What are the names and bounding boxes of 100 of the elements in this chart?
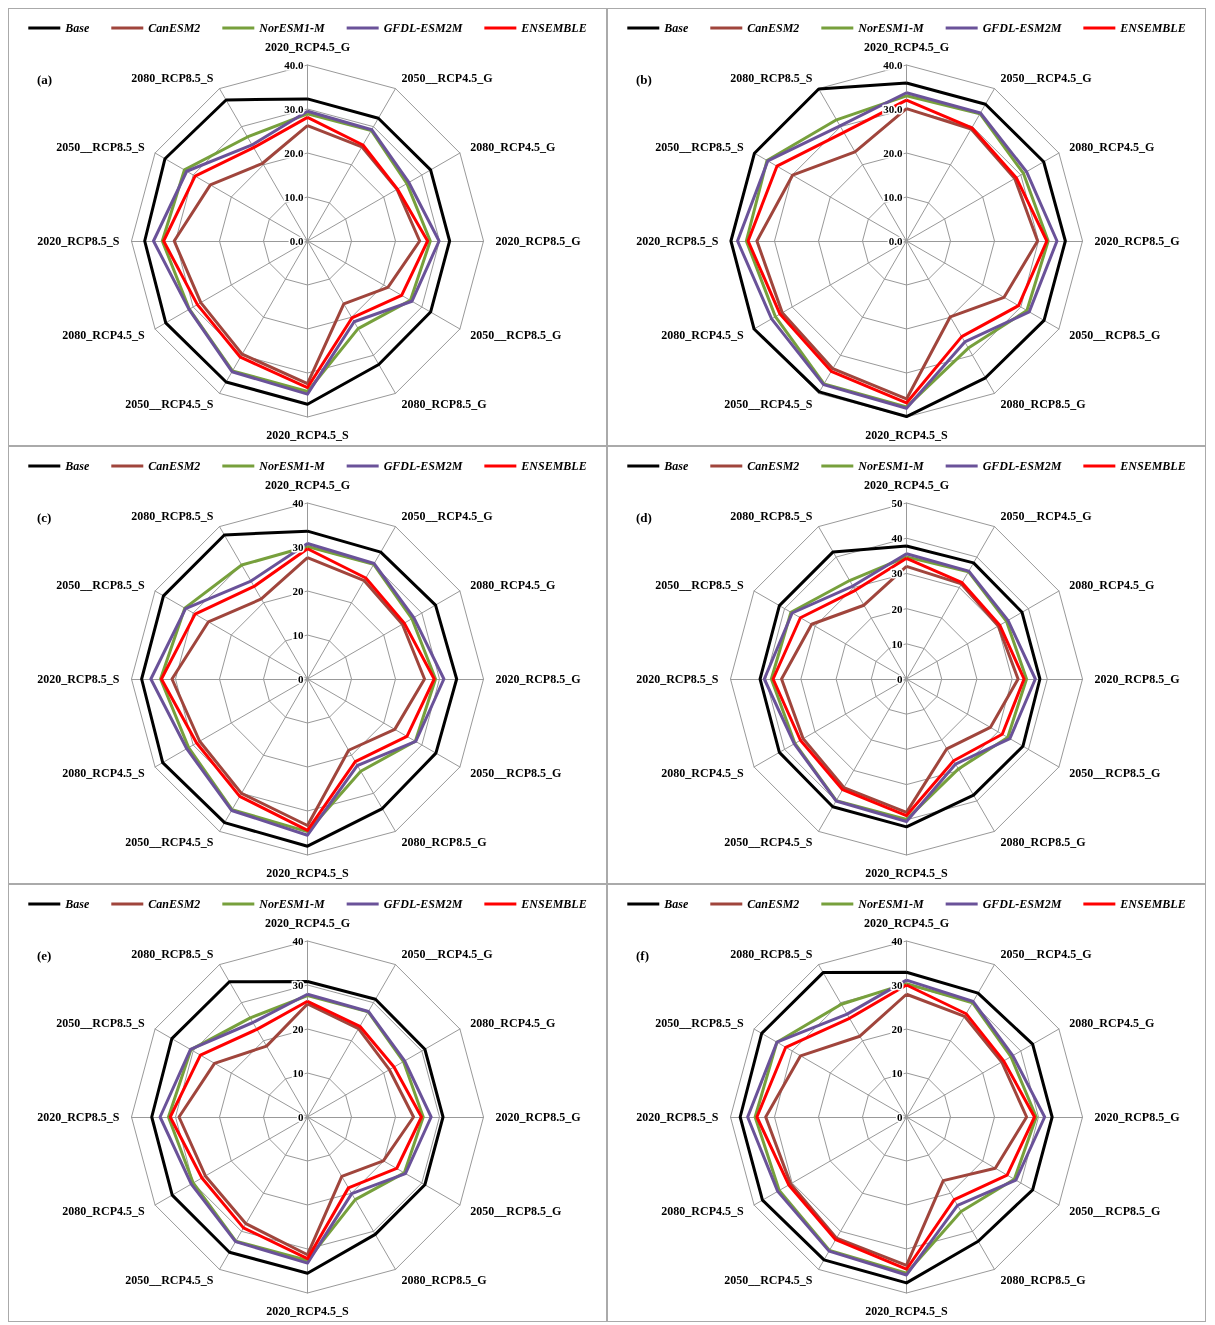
y-tick-label: 20: [891, 1023, 903, 1035]
spoke-label: 2080_RCP4.5_S: [62, 766, 146, 780]
spoke-label: 2050__RCP8.5_S: [655, 140, 745, 154]
spoke-label: 2020_RCP4.5_S: [266, 866, 349, 880]
text: (c): [37, 510, 52, 525]
y-tick-label: 10: [292, 629, 304, 641]
spoke-label: 2080_RCP8.5_S: [131, 509, 214, 524]
spoke-label: 2080_RCP8.5_G: [1000, 834, 1086, 849]
legend-label: ENSEMBLE: [520, 21, 587, 35]
y-tick-label: 40: [891, 532, 903, 545]
spoke-label: 2080_RCP4.5_S: [661, 328, 745, 342]
spoke-label: 2080_RCP8.5_G: [401, 834, 487, 849]
spoke-label: 2050__RCP4.5_G: [1000, 71, 1092, 86]
spoke-label: 2050__RCP4.5_S: [724, 1272, 813, 1287]
legend-label: GFDL-ESM2M: [982, 21, 1062, 35]
spoke-label: 2020_RCP4.5_G: [864, 40, 949, 54]
spoke-label: 2050__RCP8.5_G: [1069, 766, 1161, 780]
legend-label: GFDL-ESM2M: [982, 459, 1062, 473]
y-tick-label: 0: [897, 1111, 903, 1123]
spoke-label: 2080_RCP4.5_G: [1069, 578, 1155, 592]
legend-label: Base: [663, 21, 689, 35]
spoke-label: 2020_RCP8.5_S: [636, 234, 719, 248]
spoke-label: 2080_RCP4.5_G: [1069, 140, 1155, 154]
legend-label: NorESM1-M: [857, 459, 924, 473]
legend-label: GFDL-ESM2M: [383, 459, 463, 473]
spoke-label: 2020_RCP4.5_G: [265, 916, 350, 930]
legend-label: GFDL-ESM2M: [383, 21, 463, 35]
y-tick-label: 0.0: [289, 235, 304, 247]
y-tick-label: 10: [891, 1067, 903, 1079]
spoke-label: 2020_RCP8.5_G: [495, 234, 581, 248]
spoke-label: 2050__RCP4.5_S: [125, 1272, 214, 1287]
spoke-label: 2050__RCP4.5_G: [1000, 947, 1092, 962]
spoke-label: 2050__RCP8.5_G: [1069, 328, 1161, 342]
spoke-label: 2020_RCP4.5_G: [265, 478, 350, 492]
legend-label: NorESM1-M: [258, 21, 325, 35]
legend-label: Base: [663, 897, 689, 911]
spoke-label: 2050__RCP4.5_S: [724, 834, 813, 849]
legend-label: NorESM1-M: [857, 897, 924, 911]
y-tick-label: 20: [292, 585, 304, 597]
spoke-label: 2020_RCP8.5_G: [1094, 1110, 1180, 1124]
spoke-label: 2020_RCP8.5_G: [495, 672, 581, 686]
spoke-label: 2080_RCP8.5_G: [401, 396, 487, 411]
y-tick-label: 40.0: [284, 59, 304, 71]
y-tick-label: 30.0: [284, 103, 304, 115]
spoke-label: 2020_RCP8.5_S: [37, 234, 120, 248]
spoke-label: 2080_RCP4.5_S: [62, 1204, 146, 1218]
y-tick-label: 40: [891, 935, 903, 947]
legend-label: CanESM2: [148, 21, 201, 35]
legend-label: Base: [64, 21, 90, 35]
spoke-label: 2020_RCP8.5_G: [495, 1110, 581, 1124]
y-tick-label: 40: [292, 497, 304, 509]
spoke-label: 2020_RCP8.5_S: [636, 1110, 719, 1124]
spoke-label: 2020_RCP4.5_S: [266, 428, 349, 442]
y-tick-label: 0.0: [888, 235, 903, 247]
spoke-label: 2050__RCP4.5_S: [125, 834, 214, 849]
y-tick-label: 20: [292, 1023, 304, 1035]
y-tick-label: 10: [891, 637, 903, 650]
spoke-label: 2080_RCP4.5_G: [470, 140, 556, 154]
legend-label: GFDL-ESM2M: [383, 897, 463, 911]
y-tick-label: 50: [891, 497, 903, 509]
legend-label: ENSEMBLE: [520, 897, 587, 911]
legend-label: CanESM2: [148, 897, 201, 911]
legend-label: ENSEMBLE: [520, 459, 587, 473]
spoke-label: 2050__RCP8.5_G: [470, 328, 562, 342]
spoke-label: 2020_RCP4.5_G: [864, 916, 949, 930]
spoke-label: 2020_RCP4.5_S: [266, 1304, 349, 1318]
spoke-label: 2020_RCP4.5_S: [865, 428, 948, 442]
spoke-label: 2080_RCP4.5_S: [661, 766, 745, 780]
spoke-label: 2020_RCP8.5_G: [1094, 672, 1180, 686]
spoke-label: 2020_RCP4.5_G: [864, 478, 949, 492]
legend-label: NorESM1-M: [258, 459, 325, 473]
spoke-label: 2020_RCP8.5_S: [37, 1110, 120, 1124]
legend-label: CanESM2: [747, 897, 800, 911]
spoke-label: 2050__RCP8.5_S: [56, 578, 146, 592]
text: (e): [37, 948, 52, 963]
y-tick-label: 40: [292, 935, 304, 947]
spoke-label: 2020_RCP4.5_S: [865, 866, 948, 880]
y-tick-label: 10: [292, 1067, 304, 1079]
spoke-label: 2050__RCP8.5_G: [470, 1204, 562, 1218]
spoke-label: 2020_RCP4.5_S: [865, 1304, 948, 1318]
spoke-label: 2080_RCP4.5_G: [1069, 1016, 1155, 1030]
spoke-label: 2050__RCP4.5_G: [1000, 509, 1092, 524]
y-tick-label: 10.0: [883, 191, 903, 203]
spoke-label: 2080_RCP8.5_S: [730, 947, 813, 962]
spoke-label: 2080_RCP4.5_S: [62, 328, 146, 342]
text: (d): [636, 510, 652, 525]
spoke-label: 2080_RCP8.5_G: [1000, 1272, 1086, 1287]
y-tick-label: 10.0: [284, 191, 304, 203]
spoke-label: 2050__RCP4.5_S: [125, 396, 214, 411]
text: (b): [636, 72, 652, 87]
legend-label: ENSEMBLE: [1119, 459, 1186, 473]
legend-label: CanESM2: [148, 459, 201, 473]
y-tick-label: 20.0: [284, 147, 304, 159]
spoke-label: 2050__RCP8.5_S: [56, 1016, 146, 1030]
y-tick-label: 0: [298, 1111, 304, 1123]
text: (a): [37, 72, 53, 87]
spoke-label: 2080_RCP8.5_S: [730, 509, 813, 524]
legend-label: GFDL-ESM2M: [982, 897, 1062, 911]
spoke-label: 2020_RCP4.5_G: [265, 40, 350, 54]
text: (f): [636, 948, 649, 963]
